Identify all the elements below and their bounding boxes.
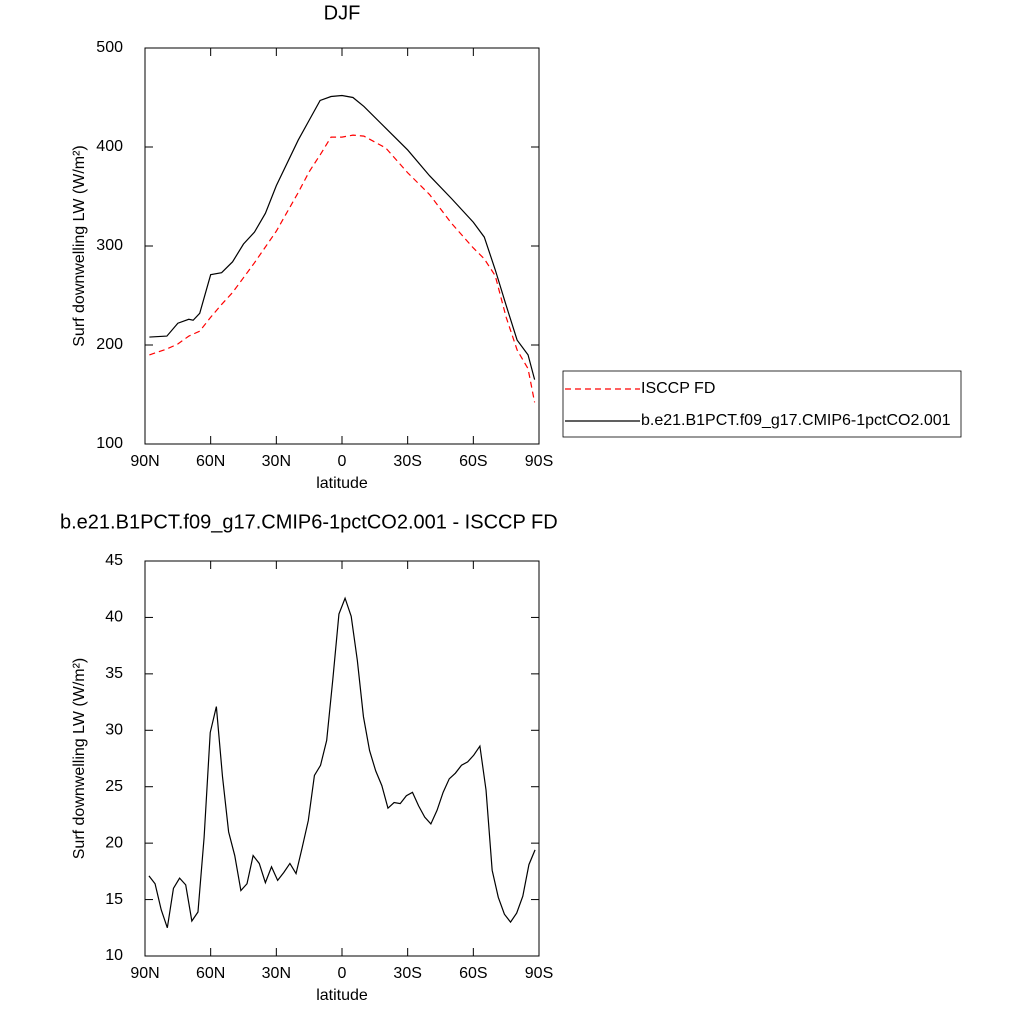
legend-box: [562, 370, 962, 438]
y-tick-label: 45: [105, 552, 123, 569]
y-tick-label: 200: [96, 336, 123, 353]
y-tick-label: 400: [96, 138, 123, 155]
x-tick-label: 30N: [262, 453, 291, 470]
x-tick-label: 90N: [130, 453, 159, 470]
x-tick-label: 60S: [459, 965, 487, 982]
y-tick-label: 35: [105, 665, 123, 682]
y-tick-label: 25: [105, 778, 123, 795]
x-tick-label: 90N: [130, 965, 159, 982]
x-tick-label: 60N: [196, 965, 225, 982]
x-tick-label: 30N: [262, 965, 291, 982]
plot-frame: [144, 560, 540, 957]
y-tick-label: 500: [96, 39, 123, 56]
y-tick-label: 100: [96, 435, 123, 452]
legend-label: ISCCP FD: [641, 380, 715, 397]
x-axis-label: latitude: [316, 987, 368, 1004]
y-tick-label: 20: [105, 834, 123, 851]
data-line: [148, 596, 536, 928]
x-tick-label: 60S: [459, 453, 487, 470]
y-axis-label: Surf downwelling LW (W/m²): [71, 145, 88, 347]
x-tick-label: 30S: [393, 453, 421, 470]
y-tick-label: 10: [105, 947, 123, 964]
data-line: [149, 134, 536, 403]
x-tick-label: 30S: [393, 965, 421, 982]
plot-frame: [144, 47, 540, 445]
y-tick-label: 15: [105, 891, 123, 908]
y-tick-label: 300: [96, 237, 123, 254]
legend-label: b.e21.B1PCT.f09_g17.CMIP6-1pctCO2.001: [641, 412, 951, 429]
x-tick-label: 0: [338, 965, 347, 982]
data-line: [149, 94, 536, 380]
x-tick-label: 60N: [196, 453, 225, 470]
x-tick-label: 0: [338, 453, 347, 470]
chart-title: b.e21.B1PCT.f09_g17.CMIP6-1pctCO2.001 - …: [60, 511, 558, 533]
x-tick-label: 90S: [525, 965, 553, 982]
y-tick-label: 40: [105, 609, 123, 626]
x-axis-label: latitude: [316, 475, 368, 492]
chart-title: DJF: [324, 2, 361, 24]
y-tick-label: 30: [105, 722, 123, 739]
x-tick-label: 90S: [525, 453, 553, 470]
y-axis-label: Surf downwelling LW (W/m²): [71, 658, 88, 860]
